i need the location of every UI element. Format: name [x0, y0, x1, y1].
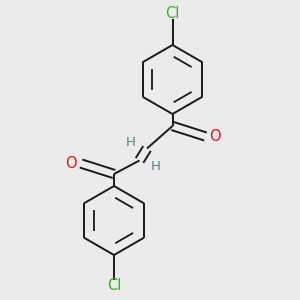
Text: H: H	[126, 136, 135, 149]
Text: H: H	[151, 160, 161, 173]
Text: O: O	[209, 129, 221, 144]
Text: Cl: Cl	[107, 278, 121, 293]
Text: Cl: Cl	[165, 6, 180, 21]
Text: O: O	[66, 156, 77, 171]
